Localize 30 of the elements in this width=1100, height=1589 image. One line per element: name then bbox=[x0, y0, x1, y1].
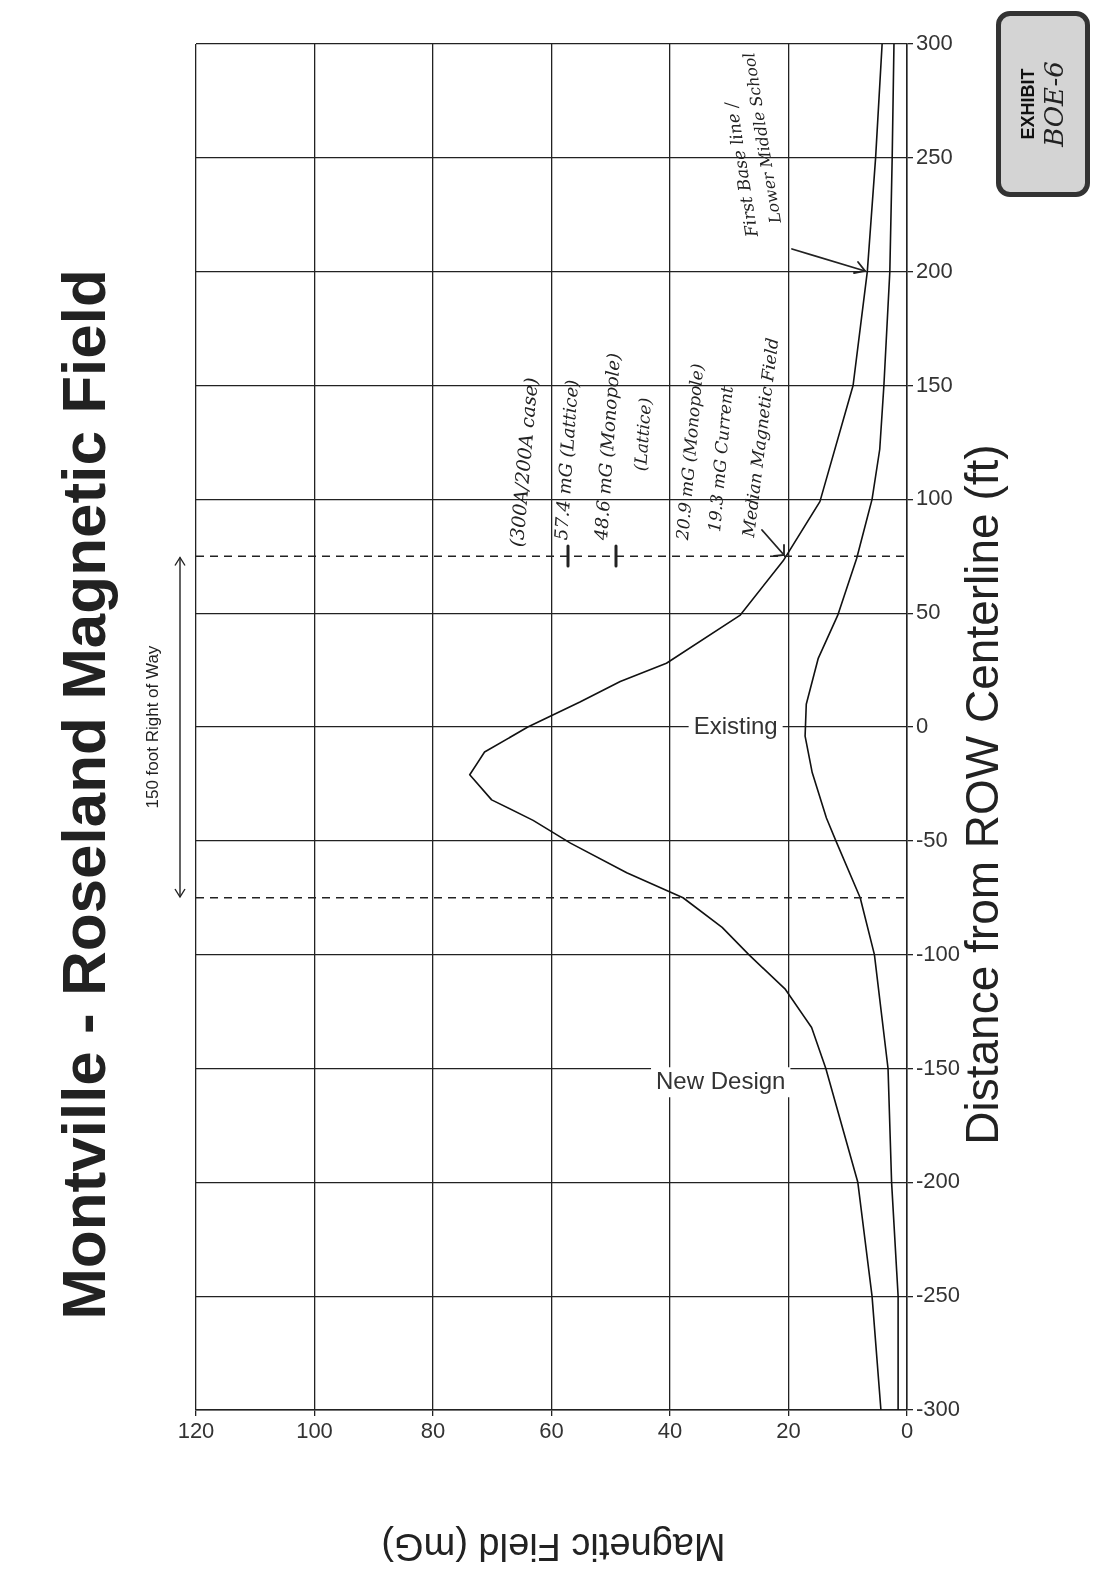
y-tick-label: 0 bbox=[916, 713, 929, 739]
y-tick-label: 50 bbox=[916, 599, 941, 625]
x-tick-label: 20 bbox=[776, 1418, 801, 1444]
exhibit-sticker: EXHIBIT BOE-6 bbox=[996, 11, 1090, 197]
y-tick-label: -50 bbox=[916, 826, 948, 852]
text: 150 foot Right of Way bbox=[143, 645, 163, 809]
series-label: Existing bbox=[693, 711, 778, 739]
text: Montville - Roseland Magnetic Field bbox=[48, 268, 119, 1322]
y-tick-label: 300 bbox=[916, 30, 953, 56]
annotation: (300A/200A case) bbox=[505, 376, 542, 548]
y-tick-label: 100 bbox=[916, 485, 953, 511]
series-label: New Design bbox=[656, 1066, 786, 1094]
y-tick-label: 250 bbox=[916, 143, 953, 169]
annotation: (Lattice) bbox=[630, 397, 656, 472]
x-tick-label: 0 bbox=[900, 1418, 914, 1444]
y-tick-label: 200 bbox=[916, 257, 953, 283]
y-tick-label: -250 bbox=[916, 1282, 961, 1308]
annotation: Median Magnetic Field bbox=[738, 336, 783, 539]
y-tick-label: 150 bbox=[916, 371, 953, 397]
x-tick-label: 60 bbox=[539, 1418, 564, 1444]
x-axis-title: Magnetic Field (mG) bbox=[380, 1525, 726, 1569]
y-tick-label: -200 bbox=[916, 1168, 961, 1194]
x-tick-label: 100 bbox=[296, 1418, 333, 1444]
x-tick-label: 80 bbox=[420, 1418, 446, 1444]
y-tick-label: -300 bbox=[916, 1396, 961, 1422]
y-tick-label: -100 bbox=[916, 940, 961, 966]
annotation: 48.6 mG (Monopole) bbox=[590, 352, 625, 541]
annotation: 57.4 mG (Lattice) bbox=[550, 379, 583, 541]
x-tick-label: 120 bbox=[177, 1418, 215, 1444]
x-tick-label: 40 bbox=[657, 1418, 683, 1444]
